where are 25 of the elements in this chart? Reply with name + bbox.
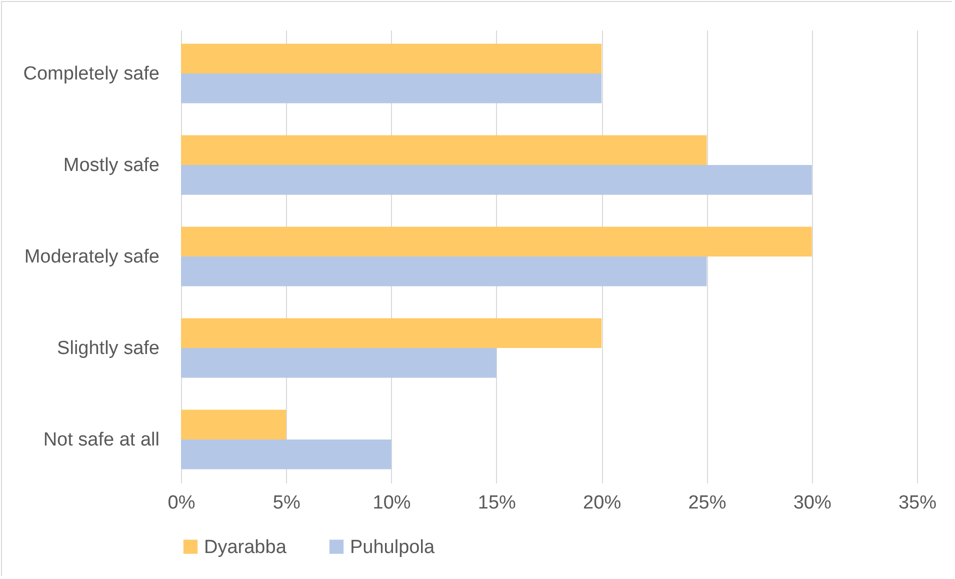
legend-label: Puhulpola	[350, 536, 435, 558]
bar	[181, 410, 286, 440]
bar	[181, 135, 707, 165]
x-tick-label: 5%	[272, 492, 300, 514]
x-tick-label: 10%	[372, 492, 411, 514]
y-tick-label: Slightly safe	[57, 338, 160, 360]
bar	[181, 256, 707, 286]
y-tick-label: Not safe at all	[43, 430, 160, 451]
y-tick-label: Moderately safe	[24, 246, 160, 268]
x-tick-label: 0%	[168, 492, 196, 514]
x-tick-label: 35%	[898, 492, 937, 514]
x-tick-label: 30%	[793, 492, 832, 514]
x-tick-label: 15%	[478, 492, 516, 514]
bar	[181, 318, 602, 348]
bar	[181, 440, 392, 470]
y-tick-label: Mostly safe	[63, 154, 160, 176]
bar	[181, 226, 812, 256]
bar	[181, 44, 602, 74]
x-tick-label: 25%	[688, 492, 726, 514]
x-tick-label: 20%	[583, 492, 622, 514]
bar	[181, 348, 496, 378]
y-tick-label: Completely safe	[23, 63, 160, 84]
bar	[181, 73, 602, 104]
bar	[181, 164, 812, 195]
legend-label: Dyarabba	[204, 536, 287, 558]
